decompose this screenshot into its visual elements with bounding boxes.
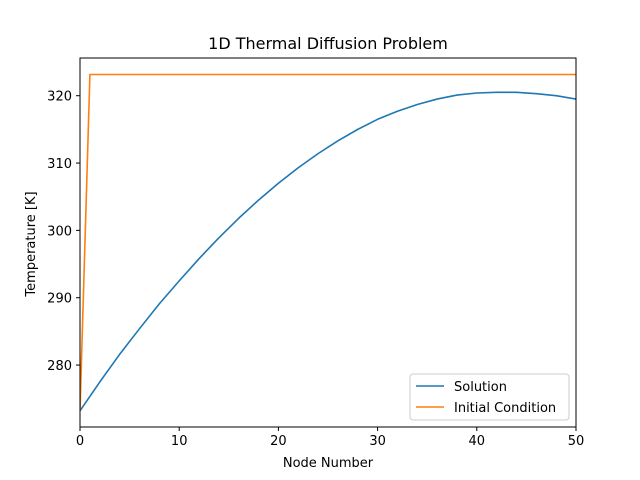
- y-tick-label: 280: [47, 359, 72, 374]
- y-tick-label: 310: [47, 157, 72, 172]
- x-tick-label: 40: [469, 434, 486, 449]
- x-axis-label: Node Number: [283, 456, 374, 471]
- legend: Solution Initial Condition: [409, 373, 570, 421]
- axes-frame: [79, 57, 577, 428]
- x-tick-label: 0: [76, 434, 84, 449]
- axes: 0 10 20 30 40 50 280 290 300 310 320: [47, 57, 585, 449]
- legend-label: Initial Condition: [454, 401, 556, 416]
- plot-area: [80, 73, 576, 412]
- legend-box: [409, 373, 570, 421]
- x-tick-label: 50: [568, 434, 585, 449]
- y-tick-label: 290: [47, 292, 72, 307]
- y-tick-label: 320: [47, 90, 72, 105]
- y-axis-label: Temperature [K]: [24, 191, 39, 297]
- legend-label: Solution: [454, 380, 507, 395]
- series-line-initial-condition: [80, 73, 576, 411]
- series-line-solution: [80, 91, 576, 412]
- y-tick-label: 300: [47, 224, 72, 239]
- x-tick-label: 10: [171, 434, 188, 449]
- x-tick-label: 30: [369, 434, 386, 449]
- chart-title: 1D Thermal Diffusion Problem: [208, 34, 448, 53]
- x-tick-label: 20: [270, 434, 287, 449]
